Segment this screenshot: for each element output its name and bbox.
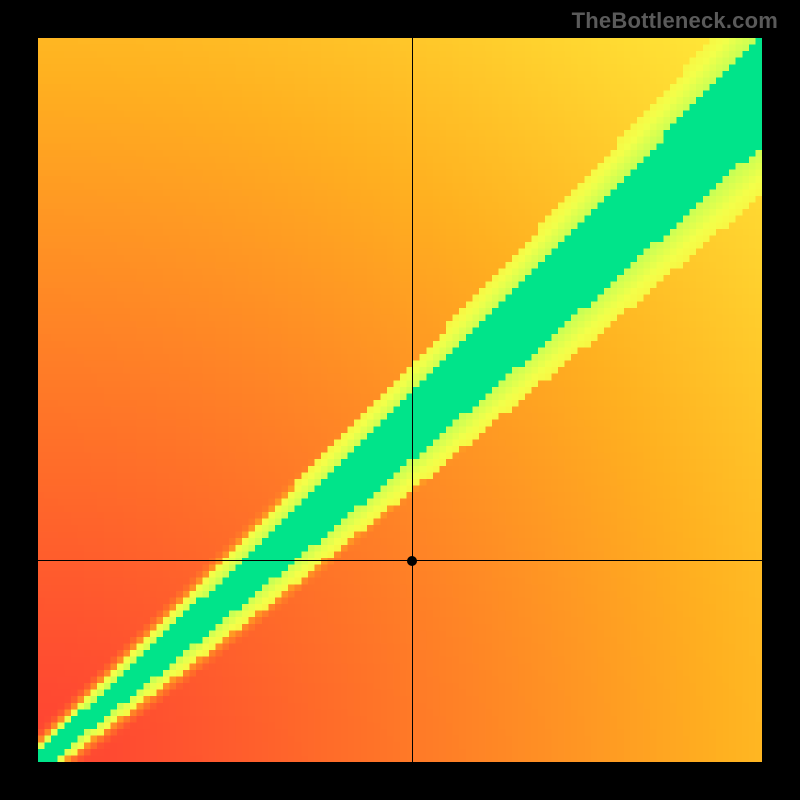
heatmap-canvas xyxy=(38,38,762,762)
data-point-marker xyxy=(407,556,417,566)
crosshair-horizontal xyxy=(38,560,762,562)
heatmap-plot xyxy=(38,38,762,762)
crosshair-vertical xyxy=(412,38,414,762)
watermark-text: TheBottleneck.com xyxy=(572,8,778,34)
